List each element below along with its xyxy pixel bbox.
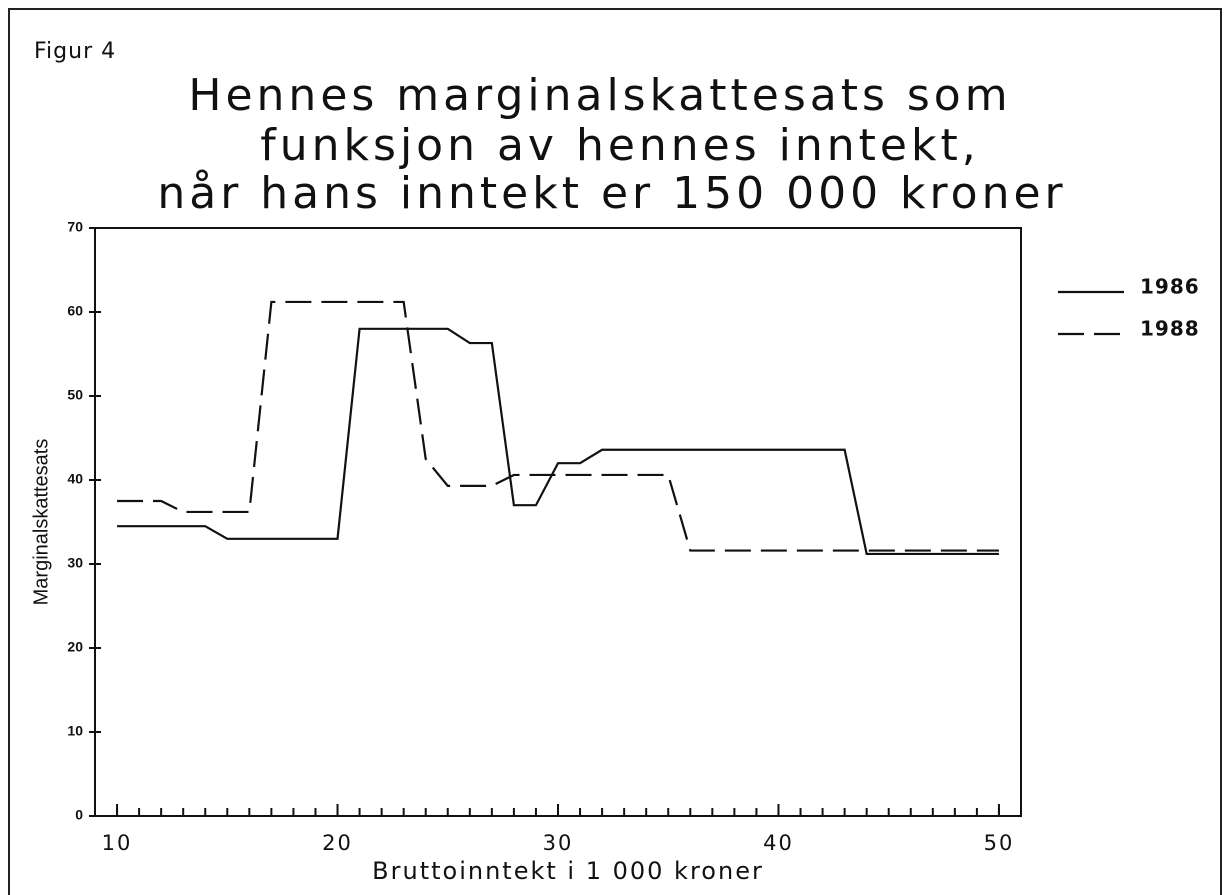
plot-area <box>94 227 1022 817</box>
y-tick-label: 10 <box>67 723 83 739</box>
chart-title: Hennes marginalskattesats som <box>188 70 1011 121</box>
y-tick-label: 70 <box>67 219 83 235</box>
y-tick-label: 0 <box>75 807 83 823</box>
x-tick-label: 50 <box>984 831 1015 855</box>
line-series <box>117 327 999 556</box>
y-tick-label: 40 <box>67 471 83 487</box>
x-tick-label: 10 <box>102 831 133 855</box>
y-tick-label: 30 <box>67 555 83 571</box>
figure-label: Figur 4 <box>34 39 116 64</box>
y-axis-label: Marginalskattesats <box>30 439 52 606</box>
x-tick-label: 30 <box>543 831 574 855</box>
x-tick-label: 20 <box>322 831 353 855</box>
chart-title: funksjon av hennes inntekt, <box>260 120 979 171</box>
legend-label: 1988 <box>1140 317 1200 341</box>
y-tick-label: 50 <box>67 387 83 403</box>
y-tick-label: 20 <box>67 639 83 655</box>
line-series <box>117 300 999 552</box>
chart-title: når hans inntekt er 150 000 kroner <box>157 168 1066 219</box>
y-tick-label: 60 <box>67 303 83 319</box>
x-axis-label: Bruttoinntekt i 1 000 kroner <box>372 857 764 885</box>
frame <box>8 8 1222 895</box>
x-tick-label: 40 <box>763 831 794 855</box>
legend-label: 1986 <box>1140 275 1200 299</box>
